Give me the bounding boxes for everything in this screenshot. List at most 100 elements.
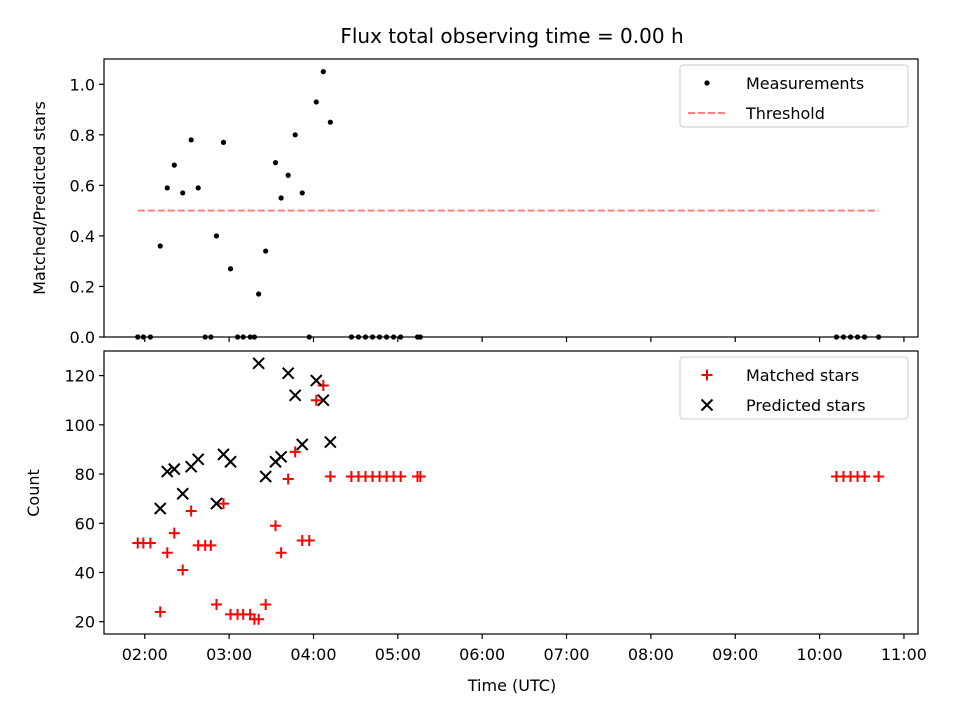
data-point [296, 438, 309, 451]
data-point [217, 498, 229, 510]
bottom-y-tick-label: 40 [75, 563, 95, 582]
legend-label: Matched stars [746, 366, 859, 385]
data-point [299, 190, 305, 196]
data-point [324, 471, 336, 483]
x-tick-label: 07:00 [543, 645, 589, 664]
data-point [191, 453, 205, 466]
data-point [310, 374, 323, 387]
data-point [292, 132, 298, 138]
x-tick-label: 02:00 [122, 645, 168, 664]
data-point [289, 446, 301, 458]
data-point [263, 248, 269, 254]
data-point [177, 564, 189, 576]
data-point [414, 471, 426, 483]
data-point [317, 394, 330, 407]
bottom-y-axis-label: Count [24, 469, 43, 517]
data-point [274, 450, 288, 464]
bottom-series-predicted-stars [154, 357, 337, 515]
legend-label: Measurements [746, 74, 864, 93]
data-point [164, 185, 170, 191]
x-tick-label: 06:00 [459, 645, 505, 664]
data-point [859, 471, 871, 483]
x-tick-label: 03:00 [206, 645, 252, 664]
legend-swatch-matched [701, 369, 713, 381]
data-point [161, 465, 174, 478]
data-point [275, 547, 287, 559]
data-point [313, 99, 319, 105]
legend-label: Predicted stars [746, 396, 866, 415]
data-point [272, 160, 279, 166]
bottom-y-tick-label: 100 [64, 416, 95, 435]
bottom-series-matched-stars [132, 379, 885, 625]
top-y-tick-label: 0.2 [70, 277, 95, 296]
legend-label: Threshold [745, 104, 825, 123]
data-point [227, 266, 234, 272]
data-point [303, 534, 315, 546]
data-point [270, 520, 282, 532]
top-y-tick-label: 0.6 [70, 176, 95, 195]
x-tick-label: 10:00 [797, 645, 843, 664]
legend-box [679, 356, 909, 420]
data-point [185, 505, 197, 517]
x-tick-label: 11:00 [881, 645, 927, 664]
x-tick-label: 08:00 [628, 645, 674, 664]
x-tick-label: 09:00 [712, 645, 758, 664]
top-y-axis-label: Matched/Predicted stars [30, 101, 49, 295]
x-axis-label: Time (UTC) [467, 676, 556, 695]
bottom-y-tick-label: 80 [75, 465, 95, 484]
data-point [157, 243, 163, 249]
data-point [195, 185, 201, 191]
data-point [180, 190, 186, 196]
x-tick-label: 04:00 [290, 645, 336, 664]
data-point [317, 379, 329, 391]
data-point [176, 487, 189, 500]
plot-area: 0.0 0.2 0.4 0.6 0.8 1.0 Measurements Threshold 2… [64, 58, 927, 664]
legend-swatch-predicted [700, 398, 714, 412]
data-point [213, 233, 220, 239]
data-point [281, 366, 295, 380]
bottom-plot-frame [103, 350, 919, 635]
data-point [282, 473, 294, 485]
bottom-y-tick-label: 60 [75, 514, 95, 533]
data-point [285, 172, 291, 178]
data-point [154, 606, 166, 618]
bottom-legend: Matched stars Predicted stars [679, 356, 909, 420]
data-point [210, 598, 222, 610]
data-point [224, 455, 237, 468]
data-point [288, 389, 302, 402]
data-point [144, 537, 156, 549]
data-point [278, 195, 284, 201]
top-y-tick-label: 0.4 [70, 227, 95, 246]
legend-box [679, 64, 909, 128]
chart-title: Flux total observing time = 0.00 h [340, 24, 683, 48]
data-point [260, 598, 272, 610]
data-point [310, 394, 322, 406]
top-legend: Measurements Threshold [679, 64, 909, 128]
x-tick-label: 05:00 [375, 645, 421, 664]
data-point [873, 471, 885, 483]
data-point [210, 497, 223, 510]
top-y-tick-label: 0.8 [70, 126, 95, 145]
top-y-tick-label: 0.0 [70, 328, 95, 347]
data-point [188, 137, 194, 143]
data-point [161, 547, 173, 559]
data-point [154, 502, 167, 515]
bottom-y-tick-label: 120 [64, 367, 95, 386]
data-point [320, 69, 326, 75]
data-point [171, 162, 177, 168]
legend-swatch-measurements [704, 80, 710, 86]
top-y-tick-label: 1.0 [70, 75, 95, 94]
data-point [259, 470, 272, 483]
data-point [395, 471, 407, 483]
data-point [168, 527, 180, 539]
data-point [168, 462, 181, 476]
data-point [324, 435, 337, 449]
data-point [256, 291, 262, 297]
data-point [220, 139, 227, 145]
top-plot-frame [103, 58, 919, 338]
data-point [205, 539, 217, 551]
data-point [253, 613, 265, 625]
data-point [252, 357, 265, 370]
bottom-y-tick-label: 20 [75, 613, 95, 632]
